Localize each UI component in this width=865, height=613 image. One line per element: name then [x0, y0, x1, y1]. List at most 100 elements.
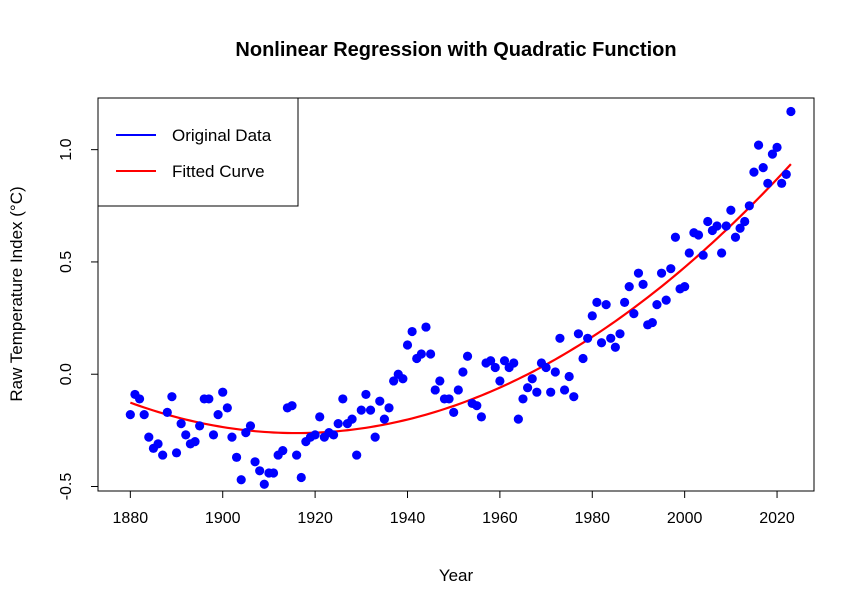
data-point [712, 221, 722, 231]
fitted-curve-line [129, 163, 792, 435]
data-point [328, 430, 339, 440]
y-tick-label: 0.5 [58, 251, 75, 273]
data-point [486, 356, 496, 366]
x-tick-label: 1920 [297, 510, 333, 527]
y-tick-label: 0.0 [58, 363, 75, 385]
data-points-layer [125, 106, 796, 489]
data-point [472, 401, 482, 411]
data-point [730, 232, 741, 242]
data-point [726, 205, 736, 215]
data-point [546, 387, 556, 397]
data-point [389, 376, 399, 386]
data-point [333, 419, 343, 429]
data-point [190, 436, 200, 447]
data-point [125, 410, 135, 420]
data-point [139, 410, 149, 420]
x-tick-label: 1940 [390, 510, 426, 527]
data-point [398, 374, 408, 384]
data-point [749, 167, 759, 177]
data-point [176, 419, 186, 429]
data-point [384, 403, 394, 413]
data-point [532, 387, 542, 397]
data-point [144, 432, 154, 442]
data-point [615, 329, 625, 339]
data-point [735, 223, 745, 233]
data-point [606, 333, 616, 343]
data-point [652, 300, 662, 310]
data-point [407, 326, 417, 337]
data-point [550, 367, 560, 377]
x-tick-label: 2000 [667, 510, 703, 527]
data-point [278, 445, 288, 456]
data-point [416, 349, 426, 359]
data-point [352, 450, 362, 460]
data-point [638, 279, 648, 289]
data-point [559, 385, 570, 395]
data-point [296, 472, 306, 483]
data-point [495, 376, 505, 386]
data-point [555, 333, 565, 343]
data-point [338, 394, 348, 404]
x-tick-label: 1980 [574, 510, 610, 527]
data-point [430, 385, 440, 395]
y-axis-label: Raw Temperature Index (°C) [7, 186, 26, 401]
legend-label-fitted: Fitted Curve [172, 162, 265, 181]
data-point [458, 367, 468, 377]
data-point [153, 439, 163, 449]
chart-title: Nonlinear Regression with Quadratic Func… [235, 39, 676, 61]
data-point [740, 216, 750, 227]
data-point [721, 221, 731, 231]
data-point [370, 432, 380, 442]
data-point [772, 142, 782, 153]
data-point [578, 353, 588, 364]
data-point [218, 387, 228, 397]
y-tick-label: -0.5 [58, 473, 75, 501]
data-point [444, 394, 454, 404]
data-point [661, 295, 671, 305]
data-point [499, 356, 510, 366]
data-point [596, 338, 607, 348]
data-point [509, 358, 519, 368]
data-point [310, 430, 320, 440]
y-axis: -0.5 0.0 0.5 1.0 [58, 138, 99, 501]
data-point [763, 178, 773, 188]
data-point [777, 178, 787, 188]
data-point [541, 362, 551, 373]
data-point [624, 282, 634, 292]
data-point [453, 385, 463, 395]
x-tick-label: 1960 [482, 510, 518, 527]
data-point [781, 169, 791, 179]
data-point [670, 232, 681, 242]
data-point [527, 374, 537, 384]
data-point [250, 457, 260, 467]
data-point [208, 430, 219, 440]
data-point [703, 216, 713, 227]
data-point [435, 376, 445, 386]
data-point [268, 468, 279, 478]
legend-box [97, 97, 299, 207]
data-point [315, 412, 325, 422]
data-point [744, 201, 754, 211]
legend-label-original: Original Data [172, 126, 272, 145]
data-point [656, 268, 667, 278]
data-point [213, 410, 223, 420]
data-point [753, 140, 764, 150]
data-point [684, 248, 694, 258]
data-point [518, 394, 528, 404]
x-tick-label: 2020 [759, 510, 795, 527]
data-point [181, 430, 191, 440]
data-point [513, 414, 523, 424]
data-point [347, 414, 357, 424]
data-point [241, 428, 251, 438]
data-point [287, 401, 297, 411]
data-point [476, 412, 487, 422]
data-point [361, 389, 371, 400]
data-point [421, 322, 431, 332]
data-point [767, 149, 778, 159]
data-point [583, 333, 593, 343]
data-point [158, 450, 168, 460]
data-point [162, 407, 172, 417]
data-point [425, 349, 436, 359]
data-point [569, 392, 579, 402]
